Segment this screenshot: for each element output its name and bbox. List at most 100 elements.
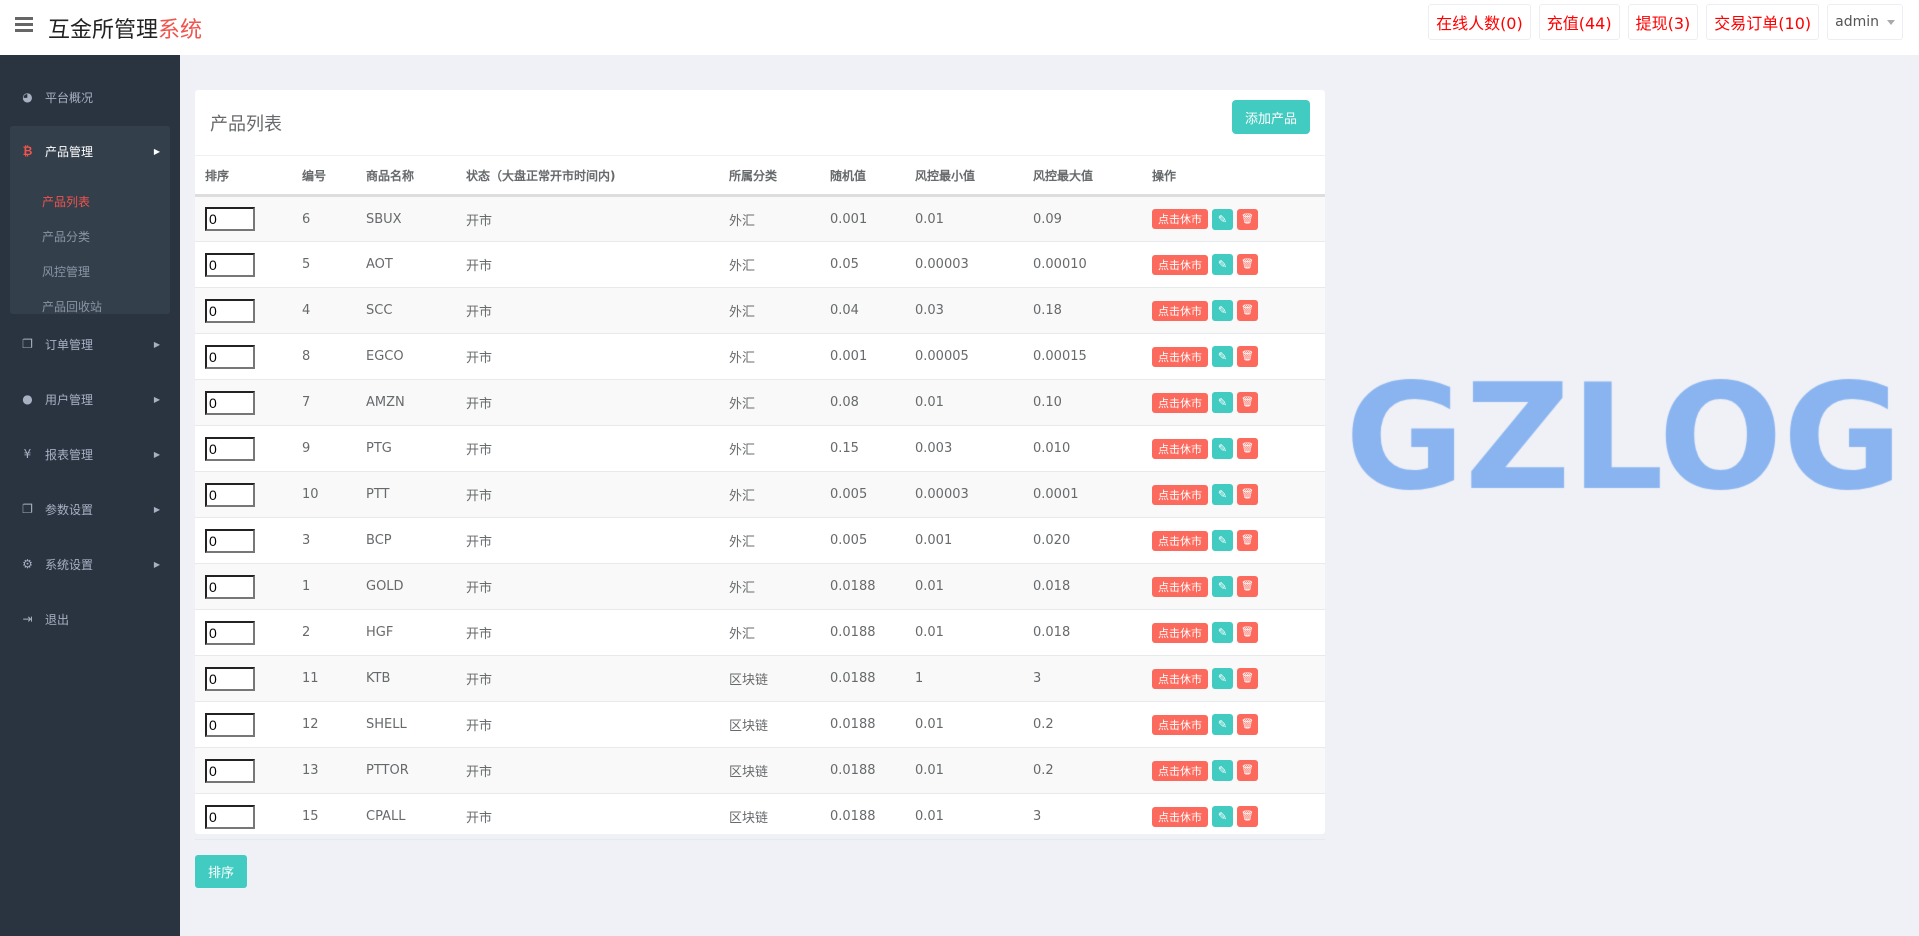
sort-input[interactable] <box>205 528 255 553</box>
random-cell: 0.0188 <box>830 655 915 702</box>
delete-trash-icon[interactable]: 🗑 <box>1237 668 1258 689</box>
sort-input[interactable] <box>205 666 255 691</box>
edit-pencil-icon[interactable]: ✎ <box>1212 530 1233 551</box>
caret-right-icon: ▶ <box>153 339 160 349</box>
delete-trash-icon[interactable]: 🗑 <box>1237 438 1258 459</box>
edit-pencil-icon[interactable]: ✎ <box>1212 346 1233 367</box>
close-market-button[interactable]: 点击休市 <box>1152 530 1208 551</box>
close-market-button[interactable]: 点击休市 <box>1152 760 1208 781</box>
sidebar-sub-risk-control[interactable]: 风控管理 <box>42 265 91 279</box>
name-cell: AOT <box>366 241 466 288</box>
delete-trash-icon[interactable]: 🗑 <box>1237 484 1258 505</box>
close-market-button[interactable]: 点击休市 <box>1152 484 1208 505</box>
sidebar-item-product[interactable]: ₿ 产品管理 ▶ <box>20 139 170 163</box>
trade-orders-button[interactable]: 交易订单(10) <box>1706 4 1820 40</box>
close-market-button[interactable]: 点击休市 <box>1152 806 1208 827</box>
sidebar-sub-product-category[interactable]: 产品分类 <box>42 230 91 244</box>
risk-min-cell: 0.001 <box>915 517 1033 564</box>
sidebar-sub-recycle-bin[interactable]: 产品回收站 <box>42 300 103 314</box>
username: admin <box>1835 14 1879 30</box>
sort-input[interactable] <box>205 712 255 737</box>
sidebar-item-params[interactable]: ❐ 参数设置 ▶ <box>20 497 170 521</box>
edit-pencil-icon[interactable]: ✎ <box>1212 254 1233 275</box>
sidebar-item-reports[interactable]: ¥ 报表管理 ▶ <box>20 442 170 466</box>
close-market-button[interactable]: 点击休市 <box>1152 254 1208 275</box>
edit-pencil-icon[interactable]: ✎ <box>1212 438 1233 459</box>
delete-trash-icon[interactable]: 🗑 <box>1237 300 1258 321</box>
delete-trash-icon[interactable]: 🗑 <box>1237 622 1258 643</box>
id-cell: 8 <box>302 333 366 380</box>
delete-trash-icon[interactable]: 🗑 <box>1237 760 1258 781</box>
sort-button[interactable]: 排序 <box>195 855 248 888</box>
status-cell: 开市 <box>466 563 729 610</box>
sort-input[interactable] <box>205 298 255 323</box>
close-market-button[interactable]: 点击休市 <box>1152 300 1208 321</box>
random-cell: 0.0188 <box>830 563 915 610</box>
risk-max-cell: 0.2 <box>1033 747 1152 794</box>
name-cell: PTTOR <box>366 747 466 794</box>
menu-toggle-icon[interactable] <box>15 17 33 32</box>
sort-input[interactable] <box>205 436 255 461</box>
delete-trash-icon[interactable]: 🗑 <box>1237 530 1258 551</box>
edit-pencil-icon[interactable]: ✎ <box>1212 806 1233 827</box>
sort-input[interactable] <box>205 390 255 415</box>
caret-right-icon: ▶ <box>153 146 160 156</box>
sidebar-item-label: 产品管理 <box>45 144 94 159</box>
sidebar-item-overview[interactable]: ◕ 平台概况 <box>20 85 170 109</box>
withdraw-button[interactable]: 提现(3) <box>1627 4 1699 40</box>
delete-trash-icon[interactable]: 🗑 <box>1237 346 1258 367</box>
online-users-button[interactable]: 在线人数(0) <box>1428 4 1531 40</box>
sidebar-item-orders[interactable]: ❐ 订单管理 ▶ <box>20 332 170 356</box>
sort-input[interactable] <box>205 574 255 599</box>
top-nav: 在线人数(0) 充值(44) 提现(3) 交易订单(10) admin <box>1428 4 1903 40</box>
random-cell: 0.05 <box>830 241 915 288</box>
sidebar: ◕ 平台概况 ₿ 产品管理 ▶ 产品列表 产品分类 风控管理 产品回收站 ❐ 订单管理 ▶… <box>0 55 180 936</box>
sidebar-item-users[interactable]: ● 用户管理 ▶ <box>20 387 170 411</box>
delete-trash-icon[interactable]: 🗑 <box>1237 208 1258 230</box>
actions-cell: 点击休市 ✎ 🗑 <box>1152 471 1325 518</box>
edit-pencil-icon[interactable]: ✎ <box>1212 484 1233 505</box>
delete-trash-icon[interactable]: 🗑 <box>1237 714 1258 735</box>
id-cell: 13 <box>302 747 366 794</box>
edit-pencil-icon[interactable]: ✎ <box>1212 760 1233 781</box>
user-menu[interactable]: admin <box>1827 4 1903 40</box>
edit-pencil-icon[interactable]: ✎ <box>1212 714 1233 735</box>
sidebar-sub-product-list[interactable]: 产品列表 <box>42 195 91 209</box>
delete-trash-icon[interactable]: 🗑 <box>1237 576 1258 597</box>
sort-input[interactable] <box>205 758 255 783</box>
table-row: 4 SCC 开市 外汇 0.04 0.03 0.18 点击休市✎🗑 <box>195 287 1325 334</box>
close-market-button[interactable]: 点击休市 <box>1152 622 1208 643</box>
close-market-button[interactable]: 点击休市 <box>1152 576 1208 597</box>
edit-pencil-icon[interactable]: ✎ <box>1212 668 1233 689</box>
sort-cell <box>195 563 302 610</box>
edit-pencil-icon[interactable]: ✎ <box>1212 208 1233 230</box>
name-cell: SHELL <box>366 701 466 748</box>
close-market-button[interactable]: 点击休市 <box>1152 346 1208 367</box>
sort-input[interactable] <box>205 804 255 829</box>
sort-input[interactable] <box>205 620 255 645</box>
sidebar-item-system[interactable]: ⚙ 系统设置 ▶ <box>20 552 170 576</box>
sidebar-item-logout[interactable]: ⇥ 退出 <box>20 607 170 631</box>
edit-pencil-icon[interactable]: ✎ <box>1212 576 1233 597</box>
delete-trash-icon[interactable]: 🗑 <box>1237 806 1258 827</box>
sort-input[interactable] <box>205 482 255 507</box>
close-market-button[interactable]: 点击休市 <box>1152 209 1208 229</box>
edit-pencil-icon[interactable]: ✎ <box>1212 392 1233 413</box>
close-market-button[interactable]: 点击休市 <box>1152 392 1208 413</box>
sort-input[interactable] <box>205 207 255 231</box>
add-product-button[interactable]: 添加产品 <box>1231 100 1310 134</box>
delete-trash-icon[interactable]: 🗑 <box>1237 392 1258 413</box>
sort-cell <box>195 471 302 518</box>
recharge-button[interactable]: 充值(44) <box>1538 4 1620 40</box>
caret-right-icon: ▶ <box>153 559 160 569</box>
close-market-button[interactable]: 点击休市 <box>1152 438 1208 459</box>
risk-max-cell: 0.09 <box>1033 195 1152 242</box>
name-cell: GOLD <box>366 563 466 610</box>
close-market-button[interactable]: 点击休市 <box>1152 668 1208 689</box>
delete-trash-icon[interactable]: 🗑 <box>1237 254 1258 275</box>
edit-pencil-icon[interactable]: ✎ <box>1212 300 1233 321</box>
sort-input[interactable] <box>205 344 255 369</box>
close-market-button[interactable]: 点击休市 <box>1152 714 1208 735</box>
sort-input[interactable] <box>205 252 255 277</box>
edit-pencil-icon[interactable]: ✎ <box>1212 622 1233 643</box>
